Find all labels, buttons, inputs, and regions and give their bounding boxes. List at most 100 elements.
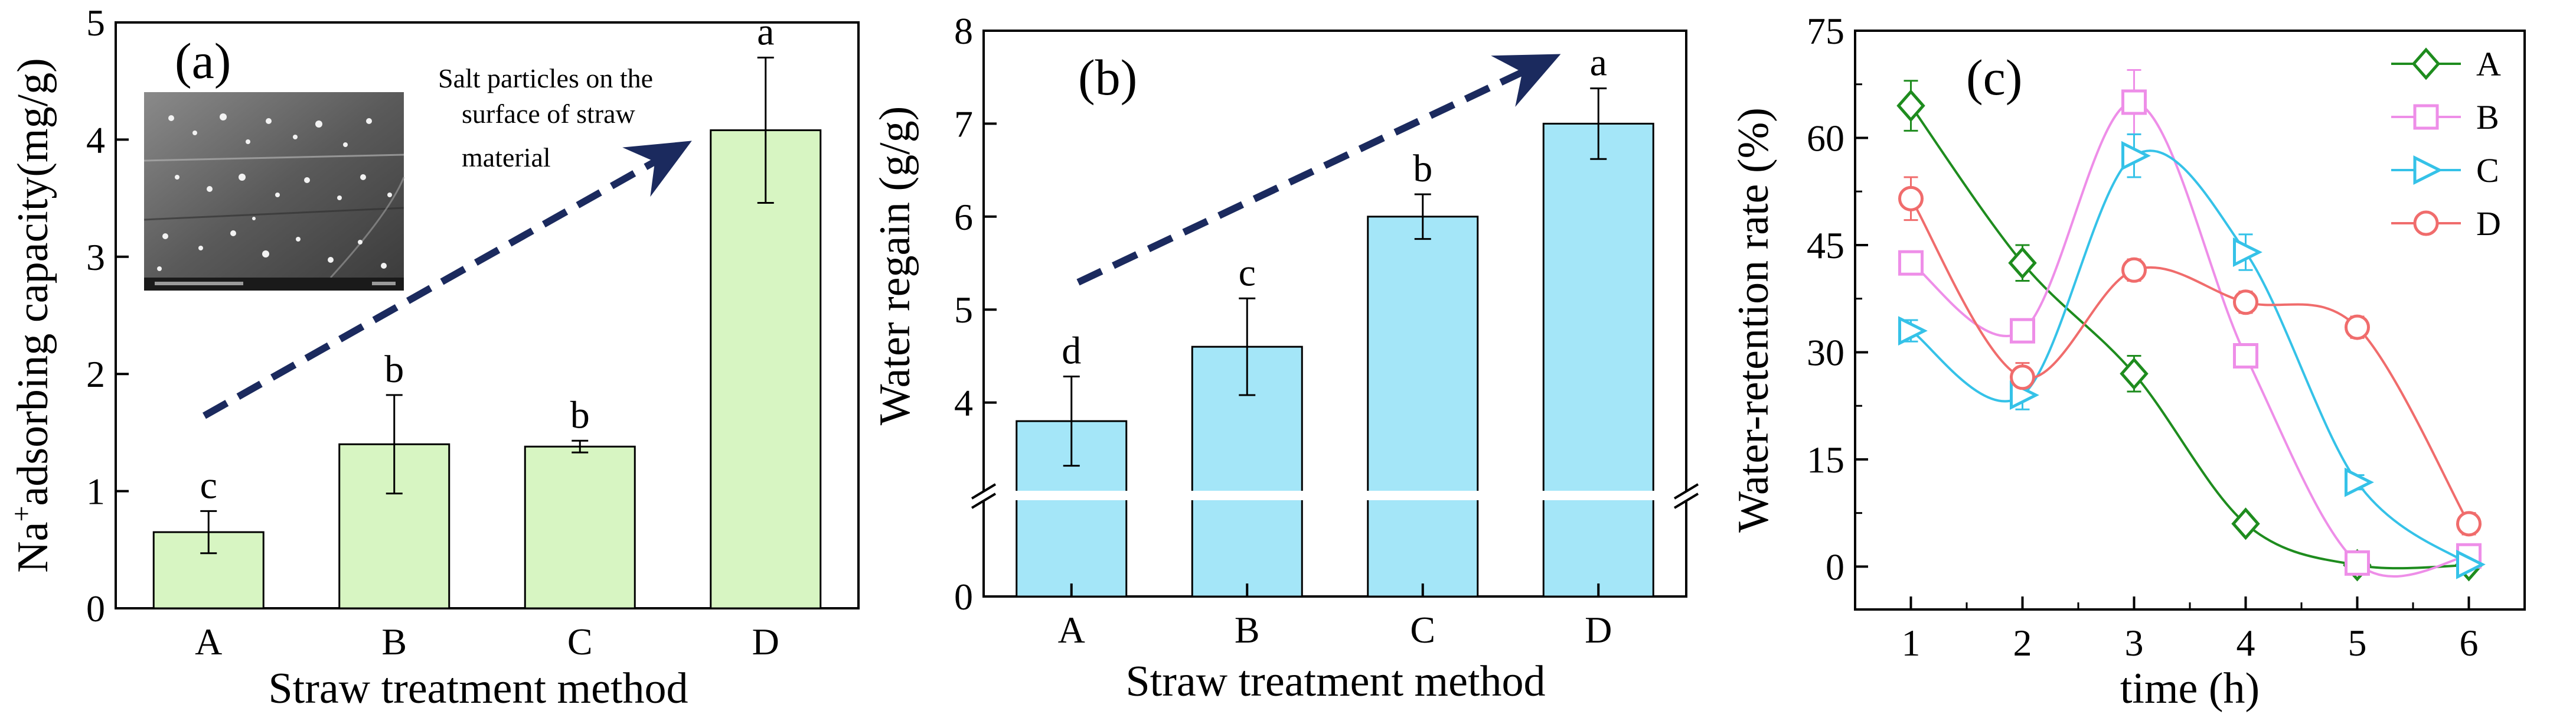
- significance-letter: d: [1062, 330, 1081, 373]
- panel-c-x-axis-title: time (h): [2120, 664, 2260, 713]
- y-tick-label: 75: [1807, 10, 1844, 52]
- significance-letter: b: [1413, 147, 1432, 190]
- bar-C: [524, 445, 636, 609]
- series-line-D: [1909, 198, 2470, 524]
- y-title-superscript: +: [6, 506, 37, 521]
- marker-C: [2233, 237, 2262, 268]
- y-tick-label: 15: [1807, 439, 1844, 481]
- panel-b: 0 4 5 6 7 8 A B C D d c b a (b) Straw treatment met…: [871, 10, 1699, 706]
- marker-B: [2010, 318, 2035, 344]
- marker-D: [2010, 364, 2035, 390]
- error-bar-D: [1590, 87, 1607, 160]
- marker-D: [2456, 511, 2482, 537]
- x-tick-label: 3: [2125, 622, 2144, 664]
- marker-A: [2120, 357, 2149, 390]
- y-tick-label: 7: [954, 103, 973, 145]
- series-line-C: [1910, 149, 2470, 566]
- y-tick-label: 0: [954, 576, 973, 618]
- significance-letter: b: [384, 348, 404, 391]
- panel-a-y-axis-title: Na+adsorbing capacity(mg/g): [6, 58, 57, 573]
- panel-b-y-axis-title: Water regain (g/g): [871, 106, 919, 426]
- legend-marker-D: [2413, 210, 2439, 236]
- marker-D: [2233, 289, 2258, 315]
- axis-break-band: [974, 491, 1696, 500]
- panel-a-x-axis-title: Straw treatment method: [268, 664, 688, 713]
- panel-b-frame: [982, 30, 1687, 598]
- y-tick-label: 1: [86, 471, 105, 513]
- x-tick-label: 5: [2348, 622, 2367, 664]
- legend-label-D: D: [2476, 204, 2501, 243]
- x-tick-label: D: [752, 621, 779, 663]
- marker-B: [1898, 250, 1924, 276]
- significance-letter: a: [1590, 41, 1607, 84]
- x-tick-label: A: [1058, 609, 1085, 651]
- significance-letter: c: [1239, 251, 1256, 294]
- x-tick-label: C: [1410, 609, 1435, 651]
- x-tick-label: D: [1585, 609, 1612, 651]
- axis-break-mark-right-bottom: [1673, 493, 1699, 509]
- marker-A: [2231, 507, 2260, 540]
- marker-C: [2121, 141, 2151, 171]
- y-tick-label: 5: [86, 2, 105, 44]
- y-tick-label: 8: [954, 10, 973, 52]
- error-bar-A: [200, 510, 217, 555]
- y-tick-label: 45: [1807, 224, 1844, 266]
- error-bar-B: [386, 394, 403, 495]
- x-tick-label: B: [381, 621, 407, 663]
- x-tick-label: C: [567, 621, 593, 663]
- marker-A: [1896, 89, 1925, 122]
- legend-label-B: B: [2476, 98, 2499, 136]
- y-tick-label: 6: [954, 196, 973, 238]
- panel-a-frame: [115, 21, 860, 609]
- error-bar-D: [757, 57, 774, 204]
- marker-B: [2345, 550, 2370, 576]
- x-tick-label: 2: [2013, 622, 2032, 664]
- legend-marker-C: [2413, 155, 2443, 185]
- bar-D: [710, 129, 822, 609]
- y-tick-label: 0: [86, 588, 105, 630]
- marker-B: [2233, 343, 2258, 369]
- panel-b-label: (b): [1078, 49, 1137, 106]
- error-bar-C: [572, 439, 589, 454]
- x-tick-label: A: [195, 621, 222, 663]
- panel-c-y-axis-title: Water-retention rate (%): [1729, 107, 1778, 533]
- panel-b-x-axis-title: Straw treatment method: [1125, 657, 1545, 706]
- marker-B: [2121, 89, 2147, 115]
- error-bar-A: [1063, 376, 1080, 467]
- x-tick-label: 1: [1902, 622, 1921, 664]
- error-bar-B: [1239, 297, 1256, 396]
- marker-C: [2456, 549, 2486, 579]
- marker-D: [2345, 314, 2370, 340]
- axis-break-mark-left-bottom: [971, 493, 997, 509]
- panel-c-label: (c): [1966, 49, 2022, 106]
- legend-label-C: C: [2476, 151, 2499, 190]
- legend-marker-B: [2413, 104, 2439, 130]
- marker-C: [1898, 316, 1928, 346]
- error-bar-C: [1414, 193, 1431, 240]
- sem-inset: [143, 92, 405, 291]
- significance-letter: c: [200, 464, 217, 507]
- y-tick-label: 2: [86, 353, 105, 395]
- y-title-suffix: adsorbing capacity(mg/g): [9, 58, 57, 506]
- y-tick-label: 4: [954, 382, 973, 424]
- panel-a: 0 1 2 3 4 5 A B C D c b b a (a) Straw treatment met…: [6, 2, 860, 713]
- annotation-line-2: surface of straw: [462, 99, 636, 129]
- x-tick-label: 4: [2237, 622, 2255, 664]
- bar-C: [1367, 216, 1479, 598]
- marker-D: [1898, 185, 1924, 211]
- marker-D: [2121, 257, 2147, 283]
- y-tick-label: 4: [86, 119, 105, 161]
- inset-annotation: Salt particles on the surface of straw m…: [438, 63, 660, 172]
- x-tick-label: B: [1235, 609, 1260, 651]
- legend-label-A: A: [2476, 45, 2501, 83]
- y-tick-label: 0: [1826, 546, 1844, 588]
- y-title-prefix: Na: [9, 522, 57, 573]
- x-tick-label: 6: [2460, 622, 2479, 664]
- bar-D: [1542, 122, 1654, 598]
- y-tick-label: 5: [954, 289, 973, 331]
- annotation-line-3: material: [462, 142, 551, 172]
- y-tick-label: 30: [1807, 331, 1844, 373]
